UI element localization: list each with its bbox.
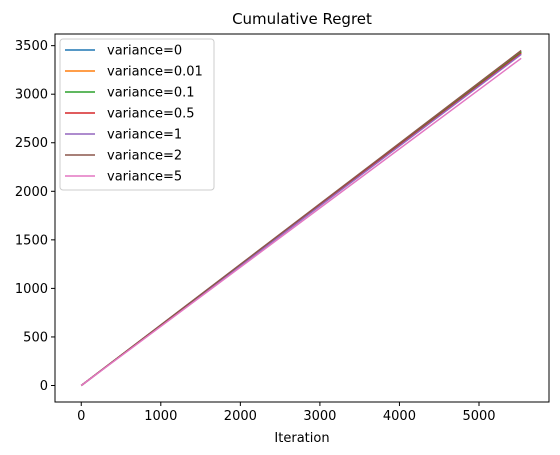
y-tick-label-0: 0 bbox=[40, 379, 48, 394]
legend-label-6: variance=5 bbox=[107, 170, 182, 185]
legend-label-0: variance=0 bbox=[107, 44, 182, 59]
y-tick-label-2: 1000 bbox=[15, 282, 48, 297]
y-axis-ticks: 0 500 1000 1500 2000 2500 3000 3500 bbox=[15, 39, 55, 394]
legend-label-5: variance=2 bbox=[107, 149, 182, 164]
y-tick-label-3: 1500 bbox=[15, 233, 48, 248]
x-tick-label-2: 2000 bbox=[224, 409, 257, 424]
x-axis-ticks: 0 1000 2000 3000 4000 5000 bbox=[77, 402, 495, 424]
y-tick-label-7: 3500 bbox=[15, 39, 48, 54]
y-tick-label-4: 2000 bbox=[15, 185, 48, 200]
legend-label-4: variance=1 bbox=[107, 128, 182, 143]
legend: variance=0 variance=0.01 variance=0.1 varia… bbox=[60, 39, 214, 190]
y-tick-label-1: 500 bbox=[23, 330, 48, 345]
x-tick-label-4: 4000 bbox=[383, 409, 416, 424]
x-tick-label-0: 0 bbox=[77, 409, 85, 424]
legend-label-2: variance=0.1 bbox=[107, 86, 195, 101]
x-tick-label-1: 1000 bbox=[144, 409, 177, 424]
chart-title: Cumulative Regret bbox=[232, 10, 372, 28]
x-tick-label-3: 3000 bbox=[303, 409, 336, 424]
legend-label-1: variance=0.01 bbox=[107, 65, 203, 80]
x-axis-title: Iteration bbox=[274, 431, 329, 446]
x-tick-label-5: 5000 bbox=[462, 409, 495, 424]
y-tick-label-5: 2500 bbox=[15, 136, 48, 151]
y-tick-label-6: 3000 bbox=[15, 88, 48, 103]
legend-label-3: variance=0.5 bbox=[107, 107, 195, 122]
